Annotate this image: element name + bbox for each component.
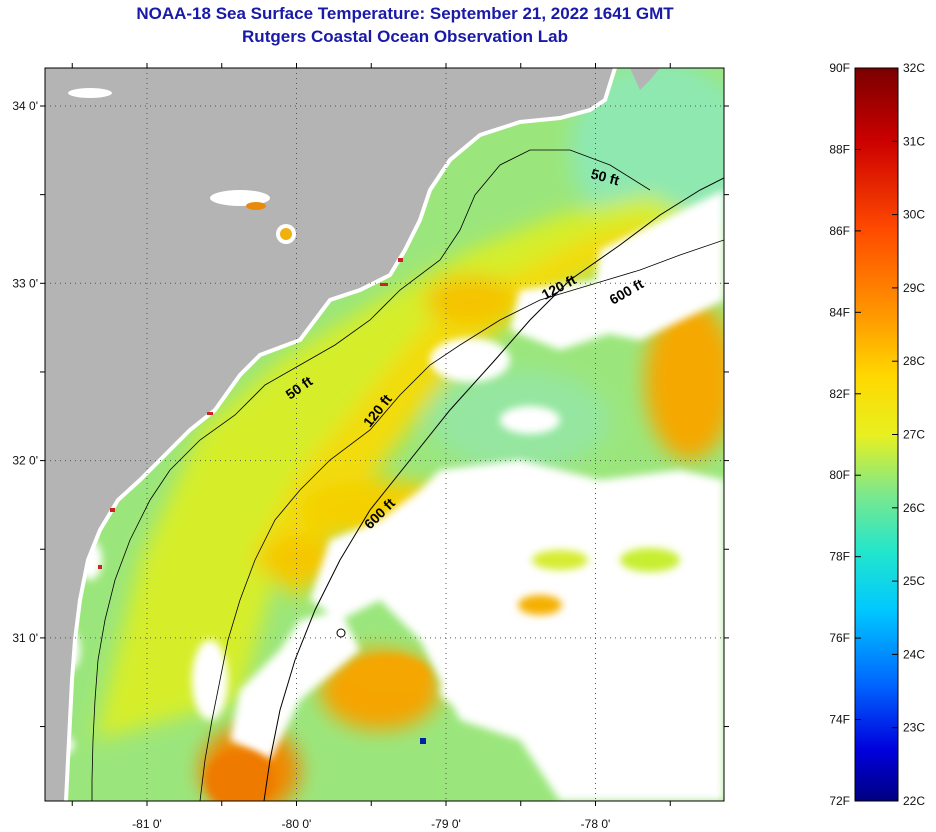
land-mass — [45, 68, 615, 801]
title-line-2: Rutgers Coastal Ocean Observation Lab — [242, 27, 568, 46]
x-tick-label: -80 0' — [282, 817, 312, 831]
axis-ticks — [40, 63, 729, 806]
colorbar-labels: 90F 88F 86F 84F 82F 80F 78F 76F 74F 72F 32C 31C 30C 2… — [829, 61, 925, 808]
colorbar-label-fahrenheit: 84F — [829, 305, 850, 319]
seamount-contour — [336, 628, 346, 638]
colorbar-label-celsius: 28C — [903, 354, 925, 368]
colorbar-label-celsius: 23C — [903, 721, 925, 735]
colorbar-label-fahrenheit: 74F — [829, 713, 850, 727]
sst-warm-patches — [205, 548, 680, 801]
y-tick-label: 32 0' — [12, 454, 38, 468]
colorbar-label-fahrenheit: 86F — [829, 224, 850, 238]
contour-label-50ft-north: 50 ft — [589, 165, 621, 188]
colorbar-ticks — [855, 67, 898, 802]
cloud-mask — [46, 190, 724, 801]
colorbar-label-fahrenheit: 90F — [829, 61, 850, 75]
colorbar-label-celsius: 25C — [903, 574, 925, 588]
y-tick-label: 33 0' — [12, 276, 38, 290]
title-line-1: NOAA-18 Sea Surface Temperature: Septemb… — [136, 4, 674, 23]
colorbar-label-celsius: 22C — [903, 794, 925, 808]
y-tick-label: 34 0' — [12, 99, 38, 113]
colorbar-label-fahrenheit: 80F — [829, 468, 850, 482]
y-tick-label: 31 0' — [12, 631, 38, 645]
colorbar-label-fahrenheit: 76F — [829, 631, 850, 645]
colorbar-label-celsius: 26C — [903, 501, 925, 515]
colorbar-label-celsius: 27C — [903, 428, 925, 442]
coastline-fringe — [64, 68, 617, 801]
colorbar-label-fahrenheit: 72F — [829, 794, 850, 808]
x-tick-label: -78 0' — [581, 817, 611, 831]
colorbar-label-celsius: 30C — [903, 208, 925, 222]
x-tick-label: -81 0' — [132, 817, 162, 831]
colorbar-label-fahrenheit: 82F — [829, 387, 850, 401]
colorbar-label-fahrenheit: 78F — [829, 550, 850, 564]
islands — [68, 88, 296, 244]
colorbar-label-celsius: 24C — [903, 647, 925, 661]
map-area: 50 ft 120 ft 600 ft 50 ft 120 ft 600 ft — [45, 68, 724, 801]
coastal-hot-spots — [98, 258, 426, 744]
colorbar-label-celsius: 29C — [903, 281, 925, 295]
land-northeast — [630, 68, 660, 90]
map-frame — [44, 67, 725, 802]
colorbar-label-celsius: 31C — [903, 134, 925, 148]
isobath-120ft — [199, 239, 724, 801]
colorbar — [854, 67, 899, 802]
x-tick-label: -79 0' — [431, 817, 461, 831]
colorbar-label-fahrenheit: 88F — [829, 142, 850, 156]
colorbar-label-celsius: 32C — [903, 61, 925, 75]
isobath-600ft — [263, 177, 724, 801]
axis-labels: -81 0' -80 0' -79 0' -78 0' 34 0' 33 0' 32 0' 3… — [12, 99, 610, 831]
isobath-50ft — [91, 149, 651, 801]
graticule-grid — [45, 68, 724, 801]
